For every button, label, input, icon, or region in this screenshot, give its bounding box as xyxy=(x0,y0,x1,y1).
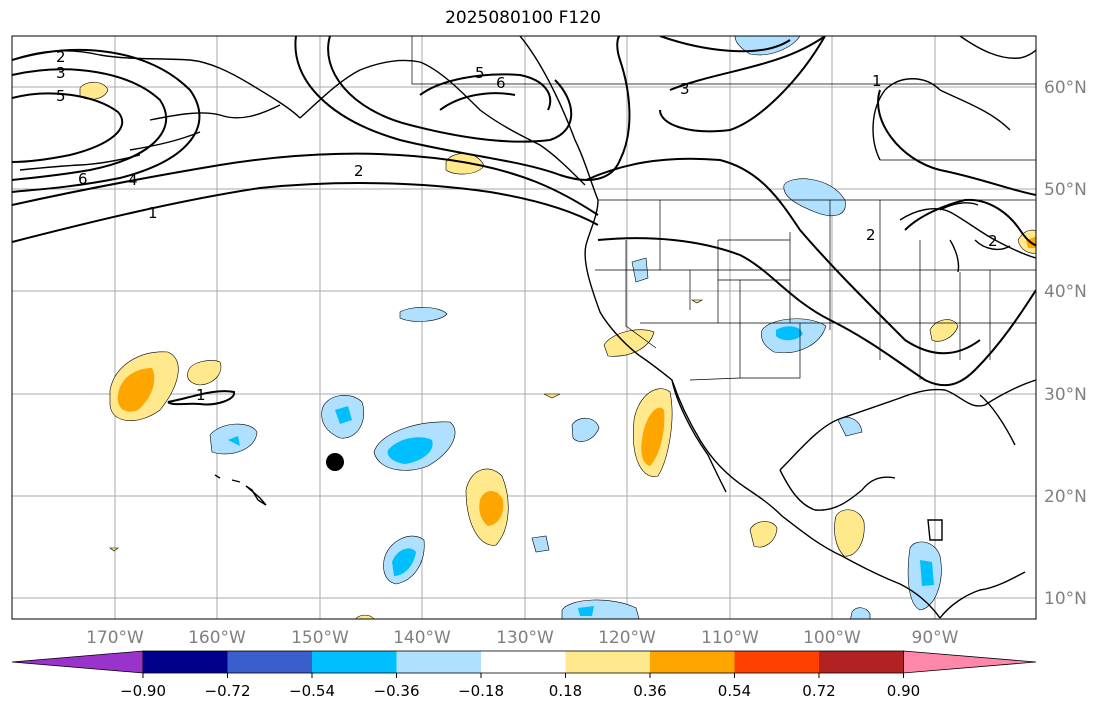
contour-label: 5 xyxy=(56,87,66,105)
contour-label: 3 xyxy=(56,64,66,82)
negative-anomaly-patch xyxy=(783,178,846,216)
colorbar-tick-label: −0.36 xyxy=(374,682,420,700)
longitude-labels: 170°W 160°W 150°W 140°W 130°W 120°W 110°W 100°W… xyxy=(86,628,959,648)
strong-negative-anomaly-patch xyxy=(387,437,433,464)
strong-positive-anomaly-patch xyxy=(479,491,504,526)
map-frame xyxy=(11,35,1037,620)
strong-negative-anomaly-patch xyxy=(335,406,352,424)
negative-anomaly-patch xyxy=(850,607,871,619)
colorbar-tick-label: 0.18 xyxy=(549,682,582,700)
positive-anomaly-patch xyxy=(834,509,865,557)
contour-label: 6 xyxy=(496,74,506,92)
latitude-label: 60°N xyxy=(1044,78,1087,98)
colorbar-swatch xyxy=(396,651,482,673)
colorbar-swatch xyxy=(565,651,651,673)
latitude-label: 10°N xyxy=(1044,589,1087,609)
strong-negative-anomaly-patch xyxy=(228,436,240,446)
longitude-label: 140°W xyxy=(393,628,451,648)
contour-label: 2 xyxy=(988,232,998,250)
colorbar-tick-label: 0.90 xyxy=(887,682,920,700)
contour-label: 3 xyxy=(680,80,690,98)
strong-negative-anomaly-patch xyxy=(578,606,594,616)
strong-negative-anomaly-patch xyxy=(776,326,803,341)
contour-label: 2 xyxy=(56,48,66,66)
contour-label: 1 xyxy=(148,204,158,222)
contour-label: 6 xyxy=(78,170,88,188)
colorbar-extend-max xyxy=(903,650,1037,674)
colorbar-swatch xyxy=(650,651,735,673)
positive-anomaly-patch xyxy=(929,319,959,342)
longitude-label: 170°W xyxy=(86,628,144,648)
contour-label: 1 xyxy=(196,386,206,404)
colorbar-swatch xyxy=(734,651,820,673)
strong-positive-anomaly-patch xyxy=(117,368,155,412)
contour-label-group: 2 3 5 6 4 1 2 5 6 3 1 2 1 2 xyxy=(56,48,998,404)
longitude-label: 110°W xyxy=(701,628,759,648)
latitude-label: 20°N xyxy=(1044,487,1087,507)
positive-anomaly-patch xyxy=(749,521,778,548)
longitude-label: 160°W xyxy=(188,628,246,648)
longitude-label: 90°W xyxy=(912,628,959,648)
negative-anomaly-patch xyxy=(399,307,448,322)
latitude-label: 30°N xyxy=(1044,385,1087,405)
latitude-label: 50°N xyxy=(1044,180,1087,200)
colorbar-tick-label: 0.72 xyxy=(802,682,835,700)
colorbar-tick-labels: −0.90 −0.72 −0.54 −0.36 −0.18 0.18 0.36 0.54 0.7… xyxy=(120,673,920,700)
colorbar-tick-label: −0.54 xyxy=(289,682,335,700)
colorbar-tick-label: −0.72 xyxy=(205,682,251,700)
colorbar-tick-label: −0.90 xyxy=(120,682,166,700)
colorbar-tick-label: 0.36 xyxy=(633,682,666,700)
positive-anomaly-patch xyxy=(690,299,704,304)
longitude-label: 120°W xyxy=(598,628,656,648)
longitude-label: 130°W xyxy=(496,628,554,648)
longitude-label: 100°W xyxy=(803,628,861,648)
colorbar xyxy=(11,650,1037,674)
colorbar-frame xyxy=(142,650,904,674)
map-title: 2025080100 F120 xyxy=(445,8,601,28)
latitude-label: 40°N xyxy=(1044,282,1087,302)
contour-label: 2 xyxy=(354,162,364,180)
anomaly-shading xyxy=(79,36,1036,619)
latitude-labels: 60°N 50°N 40°N 30°N 20°N 10°N xyxy=(1044,78,1087,609)
colorbar-tick-label: 0.54 xyxy=(718,682,751,700)
strong-negative-anomaly-patch xyxy=(920,560,934,586)
contour-lines xyxy=(12,36,1036,406)
positive-anomaly-patch xyxy=(603,329,655,357)
colorbar-swatch xyxy=(312,651,397,673)
negative-anomaly-patch xyxy=(837,417,863,437)
colorbar-swatch xyxy=(143,651,228,673)
positive-anomaly-patch xyxy=(543,393,561,399)
contour-label: 1 xyxy=(872,72,882,90)
colorbar-swatch xyxy=(819,651,904,673)
longitude-label: 150°W xyxy=(291,628,349,648)
colorbar-swatch xyxy=(481,651,566,673)
contour-label: 5 xyxy=(475,64,485,82)
positive-anomaly-patch xyxy=(355,614,375,619)
colorbar-extend-min xyxy=(11,650,144,674)
colorbar-swatch xyxy=(227,651,313,673)
contour-label: 2 xyxy=(866,226,876,244)
station-marker xyxy=(326,453,344,471)
negative-anomaly-patch xyxy=(531,535,550,553)
positive-anomaly-patch xyxy=(187,360,222,386)
colorbar-tick-label: −0.18 xyxy=(458,682,504,700)
negative-anomaly-patch xyxy=(571,417,600,442)
contour-label: 4 xyxy=(128,171,138,189)
strong-positive-anomaly-patch xyxy=(641,407,665,466)
positive-anomaly-patch xyxy=(109,547,119,552)
strong-negative-anomaly-patch xyxy=(392,548,416,576)
